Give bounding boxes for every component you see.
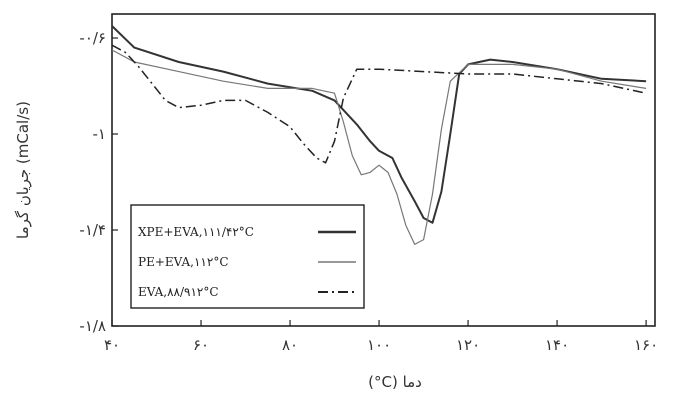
series-layer <box>111 25 647 245</box>
plot-frame <box>111 13 656 327</box>
legend-label: XPE+EVA,۱۱۱/۴۲°C <box>138 225 254 239</box>
y-tick-label: -۱ <box>93 125 106 143</box>
legend-label: PE+EVA,۱۱۲°C <box>138 255 229 269</box>
y-tick-label: -۱/۸ <box>79 317 106 335</box>
x-tick-label: ۸۰ <box>282 336 298 354</box>
x-axis-ticks: ۴۰ ۶۰ ۸۰ ۱۰۰ ۱۲۰ ۱۴۰ ۱۶۰ <box>104 320 658 354</box>
series-line-2 <box>111 49 647 245</box>
y-axis-label: جریان گرما (mCal/s) <box>14 101 32 239</box>
legend-items: XPE+EVA,۱۱۱/۴۲°C PE+EVA,۱۱۲°C EVA,۸۸/۹۱۲°C <box>138 225 356 299</box>
series-line-3 <box>111 44 647 164</box>
x-tick-label: ۶۰ <box>193 336 209 354</box>
legend: XPE+EVA,۱۱۱/۴۲°C PE+EVA,۱۱۲°C EVA,۸۸/۹۱۲°C <box>130 204 365 309</box>
series-line-1 <box>111 25 647 224</box>
x-axis-label: (°C) دما <box>368 373 422 391</box>
legend-box <box>130 204 365 309</box>
x-tick-label: ۱۲۰ <box>456 336 480 354</box>
x-tick-label: ۴۰ <box>104 336 120 354</box>
y-tick-label: -۰/۶ <box>79 29 106 47</box>
y-axis-ticks: -۰/۶ -۱ -۱/۴ -۱/۸ <box>79 29 118 335</box>
x-tick-label: ۱۶۰ <box>634 336 658 354</box>
y-tick-label: -۱/۴ <box>79 221 106 239</box>
x-tick-label: ۱۴۰ <box>545 336 569 354</box>
legend-label: EVA,۸۸/۹۱۲°C <box>138 285 219 299</box>
x-tick-label: ۱۰۰ <box>367 336 391 354</box>
